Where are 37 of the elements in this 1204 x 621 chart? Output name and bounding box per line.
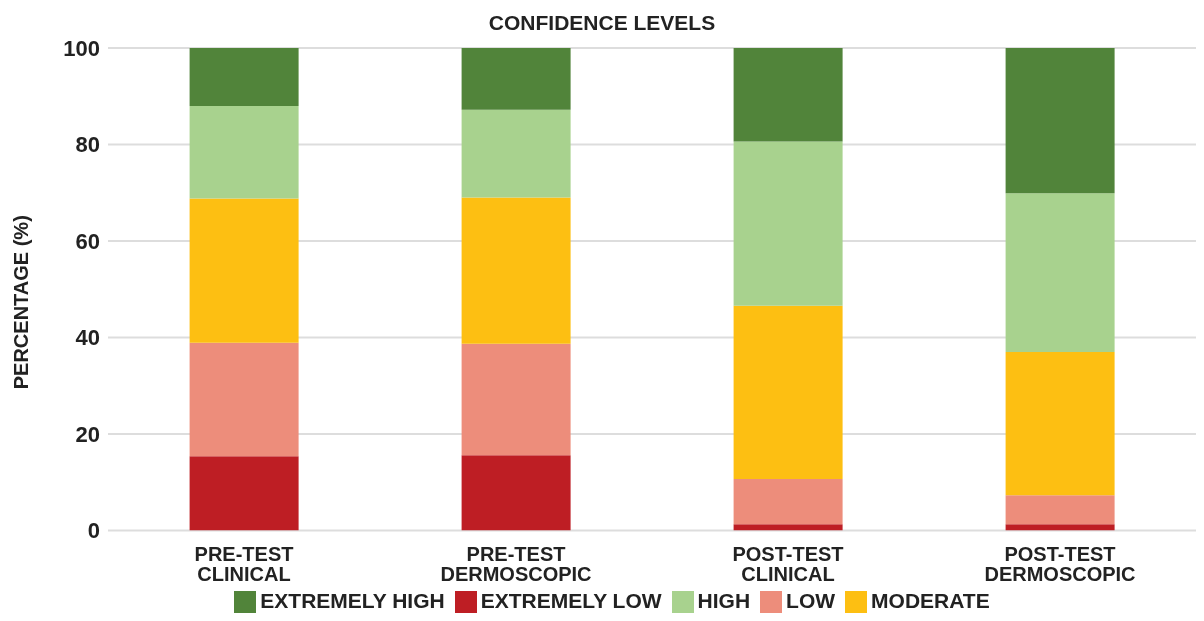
y-axis-title: PERCENTAGE (%)	[10, 215, 33, 390]
bar	[189, 105, 299, 199]
bar	[733, 305, 843, 479]
legend-label: LOW	[786, 588, 836, 612]
legend-label: HIGH	[697, 588, 751, 612]
bar	[461, 455, 571, 531]
bar	[189, 198, 299, 343]
bar	[733, 478, 843, 525]
legend-label: MODERATE	[871, 588, 990, 612]
y-tick-label: 0	[87, 518, 100, 544]
bar	[1005, 352, 1115, 496]
bar	[189, 456, 299, 531]
bar	[461, 48, 571, 110]
bar	[189, 48, 299, 106]
bar	[733, 48, 843, 142]
legend-label: EXTREMELY LOW	[480, 588, 662, 612]
bar	[461, 109, 571, 198]
bar	[1005, 524, 1115, 531]
y-tick-label: 100	[63, 35, 100, 61]
bar	[733, 524, 843, 531]
y-tick-label: 60	[75, 228, 100, 254]
bar	[189, 342, 299, 457]
x-tick-label: PRE-TEST DERMOSCOPIC	[440, 542, 592, 585]
legend-label: EXTREMELY HIGH	[260, 588, 445, 612]
y-tick-label: 20	[75, 421, 100, 447]
bar	[461, 197, 571, 344]
y-tick-label: 40	[75, 325, 100, 351]
chart-title: CONFIDENCE LEVELS	[488, 11, 716, 34]
bar	[1005, 495, 1115, 525]
x-tick-label: POST-TEST CLINICAL	[732, 542, 844, 585]
bar	[1005, 193, 1115, 352]
x-tick-label: PRE-TEST CLINICAL	[194, 542, 294, 585]
bar	[1005, 48, 1115, 194]
bar	[733, 141, 843, 306]
x-tick-label: POST-TEST DERMOSCOPIC	[984, 542, 1136, 585]
y-tick-label: 80	[75, 132, 100, 158]
bar	[461, 343, 571, 456]
